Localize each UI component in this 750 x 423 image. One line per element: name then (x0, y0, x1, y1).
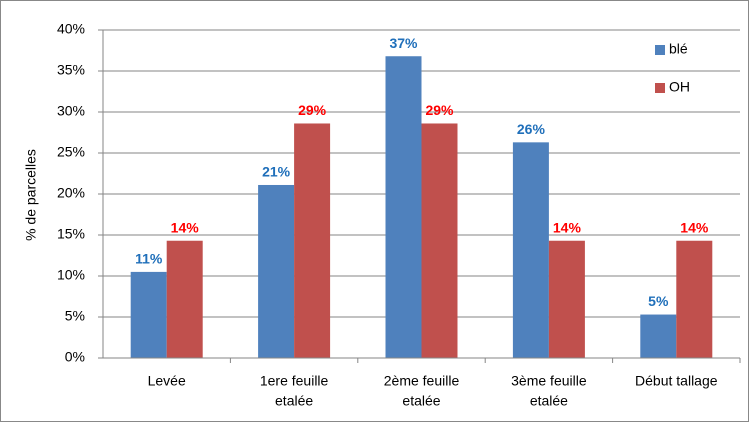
data-label: 5% (648, 293, 669, 309)
y-tick-label: 20% (57, 185, 85, 201)
y-axis-title: % de parcelles (23, 149, 39, 241)
legend-label: OH (669, 79, 690, 95)
bar (512, 142, 549, 358)
x-tick-label: Début tallage (635, 373, 718, 389)
x-tick-label: 3ème feuille (511, 373, 587, 389)
bar (385, 56, 422, 359)
y-tick-label: 35% (57, 62, 85, 78)
bar (640, 314, 677, 358)
y-tick-label: 0% (65, 349, 85, 365)
y-tick-label: 25% (57, 144, 85, 160)
y-tick-label: 5% (65, 308, 85, 324)
x-tick-label: Levée (148, 373, 186, 389)
x-tick-label: etalée (402, 393, 440, 409)
x-tick-label: etalée (275, 393, 313, 409)
bar (421, 123, 458, 358)
data-label: 14% (553, 219, 582, 235)
x-tick-label: etalée (530, 393, 568, 409)
bar (548, 240, 585, 358)
bar (130, 271, 167, 358)
legend-swatch (655, 45, 665, 55)
bar (166, 240, 203, 358)
data-label: 14% (680, 219, 709, 235)
x-tick-label: 2ème feuille (384, 373, 460, 389)
data-label: 37% (389, 35, 418, 51)
bar (258, 184, 295, 358)
legend-swatch (655, 83, 665, 93)
data-label: 11% (135, 251, 163, 267)
data-label: 26% (517, 121, 546, 137)
y-tick-label: 15% (57, 226, 85, 242)
data-label: 21% (262, 164, 291, 180)
y-tick-label: 40% (57, 21, 85, 37)
data-label: 14% (171, 219, 200, 235)
y-tick-label: 30% (57, 103, 85, 119)
bar (676, 240, 713, 358)
y-tick-label: 10% (57, 267, 85, 283)
legend-label: blé (669, 41, 688, 57)
bar (294, 123, 331, 358)
data-label: 29% (298, 102, 327, 118)
x-tick-label: 1ere feuille (260, 373, 329, 389)
data-label: 29% (425, 102, 454, 118)
